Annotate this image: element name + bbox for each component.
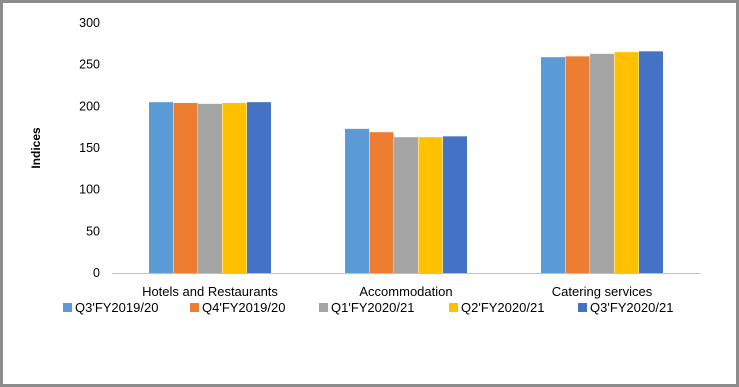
legend-label-4: Q3'FY2020/21	[590, 300, 673, 315]
legend-swatch-0	[63, 303, 72, 312]
bar-2-2	[590, 53, 614, 274]
bar-2-3	[614, 52, 639, 273]
bar-1-4	[443, 136, 467, 273]
bar-2-1	[565, 56, 590, 274]
legend-label-3: Q2'FY2020/21	[461, 300, 544, 315]
legend-swatch-2	[319, 303, 328, 312]
legend-swatch-4	[578, 303, 587, 312]
legend-label-1: Q4'FY2019/20	[202, 300, 285, 315]
y-tick-label: 100	[79, 183, 100, 197]
bars	[149, 51, 663, 274]
legend-swatch-1	[190, 303, 199, 312]
bar-0-2	[198, 103, 222, 273]
y-tick-label: 200	[79, 99, 100, 113]
bar-0-4	[247, 102, 271, 274]
bar-0-3	[222, 103, 247, 273]
x-category-label: Catering services	[552, 284, 653, 299]
x-category-label: Hotels and Restaurants	[142, 284, 278, 299]
bar-1-3	[418, 137, 443, 273]
bar-2-0	[541, 57, 565, 273]
bar-1-2	[394, 137, 418, 273]
legend: Q3'FY2019/20 Q4'FY2019/20 Q1'FY2020/21 Q2'F…	[63, 300, 673, 315]
bar-1-0	[345, 128, 369, 273]
y-tick-label: 50	[86, 224, 100, 238]
y-tick-label: 0	[93, 266, 100, 280]
legend-label-0: Q3'FY2019/20	[75, 300, 158, 315]
y-axis-title: Indices	[29, 127, 43, 169]
y-tick-label: 150	[79, 141, 100, 155]
bar-chart: 0 50 100 150 200 250 300 Indices Hotels and Rest…	[29, 16, 700, 315]
y-tick-label: 250	[79, 58, 100, 72]
legend-label-2: Q1'FY2020/21	[331, 300, 414, 315]
x-category-label: Accommodation	[359, 284, 452, 299]
bar-0-0	[149, 102, 173, 274]
bar-2-4	[639, 51, 663, 274]
bar-1-1	[369, 132, 394, 273]
legend-swatch-3	[449, 303, 458, 312]
y-tick-label: 300	[79, 16, 100, 30]
bar-0-1	[173, 103, 198, 273]
axis-labels: 0 50 100 150 200 250 300 Indices Hotels and Rest…	[29, 16, 653, 299]
